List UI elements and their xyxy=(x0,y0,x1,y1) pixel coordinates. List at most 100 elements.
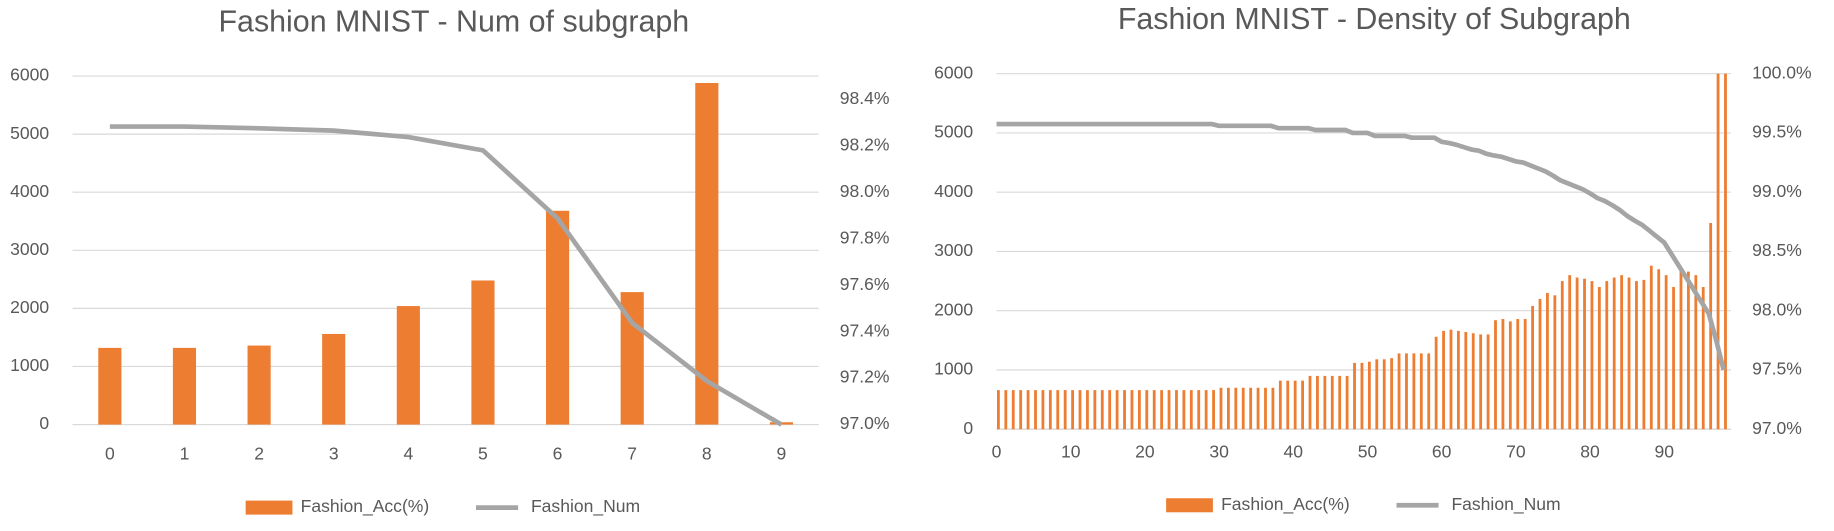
bar xyxy=(1672,287,1675,430)
bar xyxy=(1553,295,1557,430)
x-tick-label: 20 xyxy=(1135,441,1155,461)
x-tick-label: 4 xyxy=(403,444,413,464)
legend-label: Fashion_Acc(%) xyxy=(1221,494,1350,515)
bar xyxy=(1523,319,1527,430)
bar xyxy=(1405,353,1408,430)
y2-tick-label: 97.5% xyxy=(1752,359,1802,379)
bar xyxy=(1086,390,1089,430)
y2-tick-label: 97.0% xyxy=(1752,418,1802,438)
legend-swatch xyxy=(1166,498,1213,513)
bar xyxy=(1397,353,1401,430)
chart-title: Fashion MNIST - Density of Subgraph xyxy=(1118,2,1631,36)
bar xyxy=(1063,390,1067,430)
bar xyxy=(1011,390,1015,430)
bar xyxy=(396,306,420,425)
bar xyxy=(1427,353,1431,430)
y2-tick-label: 97.8% xyxy=(840,227,890,247)
bar xyxy=(1664,275,1668,430)
bar xyxy=(997,390,1000,430)
x-tick-label: 50 xyxy=(1358,441,1378,461)
bar xyxy=(1382,359,1386,430)
y-tick-label: 4000 xyxy=(10,181,49,201)
bar xyxy=(1538,298,1542,430)
legend-label: Fashion_Acc(%) xyxy=(301,496,430,517)
bar xyxy=(1264,387,1267,430)
bar xyxy=(695,82,719,425)
y-tick-label: 0 xyxy=(39,413,49,433)
bar xyxy=(1041,390,1045,430)
x-tick-label: 40 xyxy=(1284,441,1304,461)
bar xyxy=(1679,269,1683,430)
bar xyxy=(1137,390,1141,430)
x-tick-label: 60 xyxy=(1432,441,1452,461)
bar xyxy=(1412,353,1416,430)
x-tick-label: 7 xyxy=(627,444,637,464)
bar xyxy=(1375,359,1379,430)
bar xyxy=(1353,362,1356,430)
bar xyxy=(1316,375,1319,430)
bar xyxy=(1145,390,1149,430)
bar xyxy=(1130,390,1134,430)
bar xyxy=(1597,287,1601,430)
bar xyxy=(1152,390,1156,430)
bar xyxy=(1642,279,1646,430)
bar xyxy=(1212,390,1215,430)
line-series xyxy=(996,121,1726,371)
bar xyxy=(1546,292,1549,430)
y2-tick-label: 99.5% xyxy=(1752,122,1802,142)
y2-tick-label: 97.2% xyxy=(840,367,890,387)
bar xyxy=(1649,265,1653,430)
x-tick-label: 5 xyxy=(478,444,488,464)
bar xyxy=(1686,271,1690,430)
y-tick-label: 2000 xyxy=(934,299,973,319)
bar xyxy=(1278,380,1282,430)
bar xyxy=(1301,380,1304,430)
bar xyxy=(1449,329,1453,430)
bar xyxy=(1531,305,1534,430)
bar xyxy=(322,333,346,425)
bar xyxy=(1160,390,1164,430)
bar xyxy=(1197,390,1201,430)
y2-tick-label: 99.0% xyxy=(1752,181,1802,201)
bar xyxy=(1256,387,1260,430)
bar xyxy=(247,345,271,425)
y2-tick-label: 98.0% xyxy=(840,181,890,201)
bar xyxy=(1442,330,1445,430)
x-tick-label: 0 xyxy=(105,444,115,464)
bar xyxy=(1620,275,1624,430)
y2-tick-label: 98.5% xyxy=(1752,240,1802,260)
bar xyxy=(1048,390,1052,430)
bar xyxy=(546,210,570,425)
bar xyxy=(1056,390,1060,430)
x-tick-label: 30 xyxy=(1209,441,1229,461)
bar xyxy=(1019,390,1023,430)
y-tick-label: 6000 xyxy=(934,62,973,82)
bar xyxy=(1204,390,1208,430)
y2-tick-label: 98.0% xyxy=(1752,299,1802,319)
bar xyxy=(1115,390,1119,430)
bar xyxy=(1367,361,1371,430)
bar xyxy=(1456,330,1460,430)
y2-tick-label: 98.4% xyxy=(840,88,890,108)
y-tick-label: 0 xyxy=(963,418,973,438)
legend-label: Fashion_Num xyxy=(531,496,640,517)
bar xyxy=(1345,375,1349,430)
bar xyxy=(1434,336,1438,430)
bar xyxy=(1175,390,1178,430)
y2-tick-label: 97.6% xyxy=(840,274,890,294)
bar xyxy=(1189,390,1193,430)
line-series xyxy=(109,124,783,427)
bar xyxy=(1568,275,1572,430)
bar xyxy=(1635,281,1638,430)
bar xyxy=(1612,277,1616,430)
bar xyxy=(1182,390,1186,430)
bar xyxy=(1219,387,1223,430)
bar xyxy=(1338,375,1342,430)
bar xyxy=(1575,277,1579,430)
bar xyxy=(1508,321,1512,430)
bar xyxy=(1034,390,1037,430)
bar xyxy=(1271,387,1275,430)
